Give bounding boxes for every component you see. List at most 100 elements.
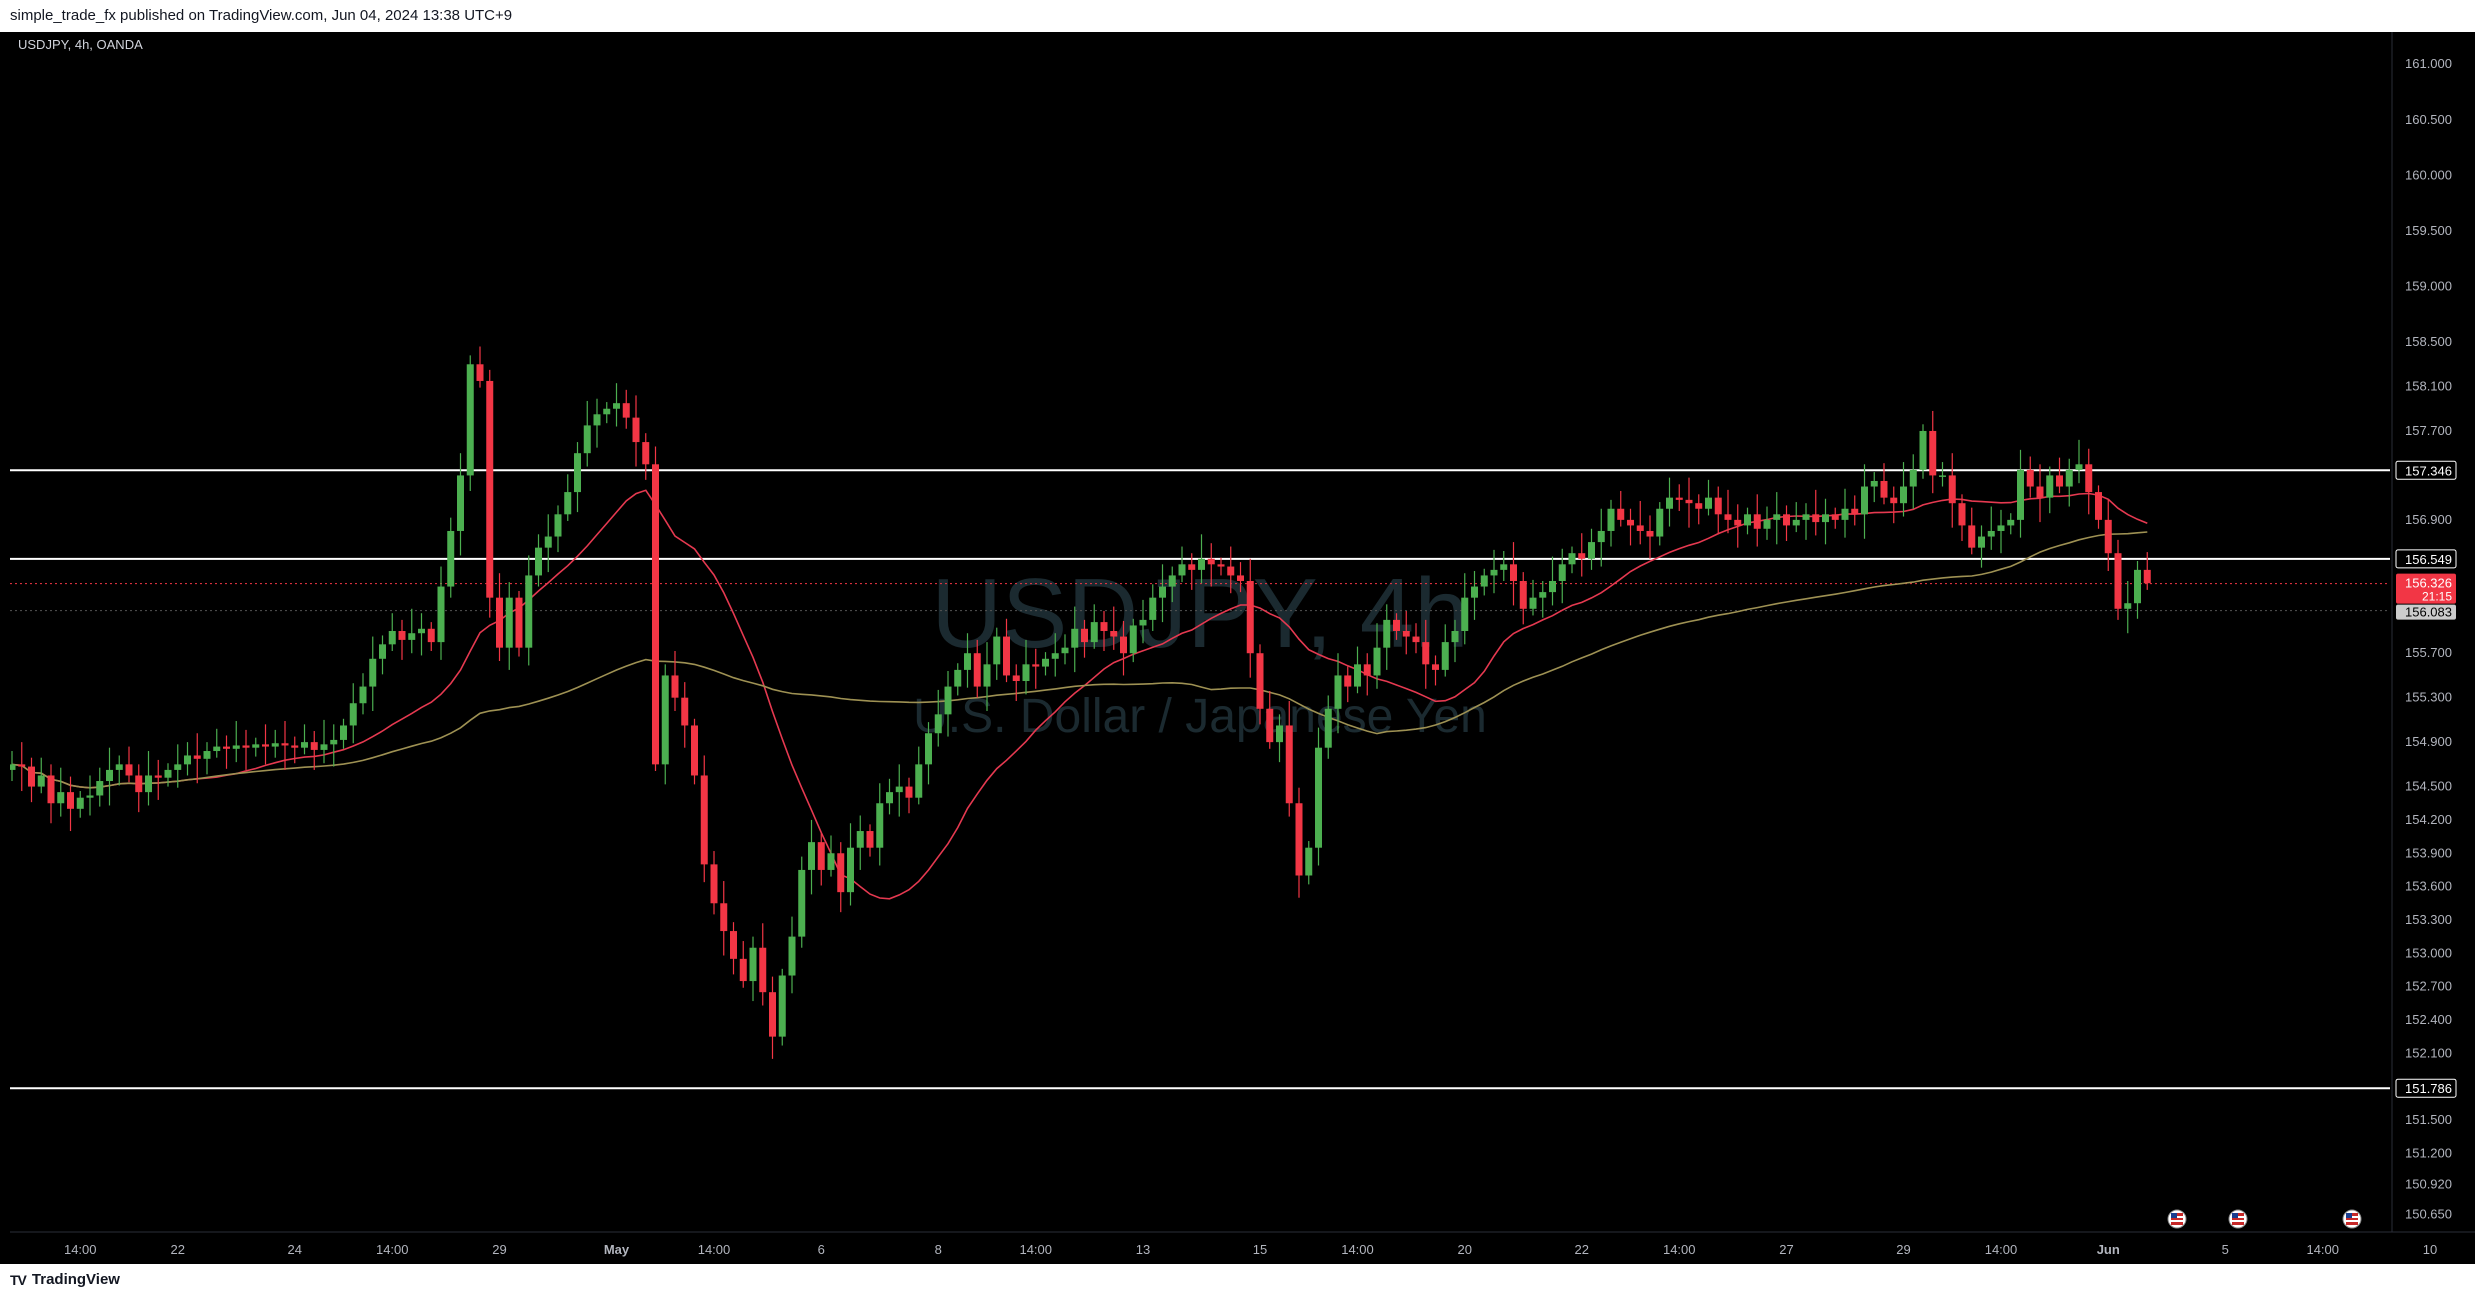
- candle[interactable]: [1841, 488, 1849, 538]
- tradingview-brand[interactable]: TV TradingView: [10, 1271, 120, 1288]
- candle[interactable]: [1558, 548, 1566, 604]
- candle[interactable]: [817, 833, 825, 886]
- candle[interactable]: [749, 936, 757, 1002]
- candle[interactable]: [8, 751, 16, 782]
- candle[interactable]: [1217, 557, 1225, 576]
- candle[interactable]: [340, 718, 347, 749]
- candle[interactable]: [593, 398, 601, 448]
- candle[interactable]: [1568, 546, 1576, 574]
- candle[interactable]: [2124, 580, 2132, 634]
- candle[interactable]: [525, 555, 533, 666]
- candle[interactable]: [154, 759, 162, 800]
- candle[interactable]: [115, 755, 123, 786]
- candle[interactable]: [28, 757, 35, 803]
- candle[interactable]: [798, 856, 806, 948]
- candle[interactable]: [1383, 604, 1391, 670]
- candle[interactable]: [232, 721, 240, 763]
- candle[interactable]: [1373, 623, 1381, 689]
- candle[interactable]: [1188, 553, 1196, 590]
- candle[interactable]: [1285, 701, 1293, 817]
- candle[interactable]: [661, 664, 669, 785]
- candle[interactable]: [905, 777, 913, 814]
- us-flag-event-icon[interactable]: [2228, 1209, 2248, 1229]
- candle[interactable]: [1500, 550, 1508, 581]
- candle[interactable]: [164, 763, 172, 787]
- candle[interactable]: [1802, 503, 1810, 540]
- candle[interactable]: [1880, 463, 1888, 505]
- candle[interactable]: [983, 642, 991, 712]
- candle[interactable]: [1539, 580, 1547, 618]
- candle[interactable]: [730, 922, 737, 975]
- candle[interactable]: [359, 673, 367, 715]
- candle[interactable]: [866, 824, 874, 857]
- candle[interactable]: [437, 566, 445, 660]
- candle[interactable]: [1929, 410, 1937, 494]
- candle[interactable]: [18, 742, 26, 792]
- candle[interactable]: [808, 819, 815, 895]
- candle[interactable]: [125, 746, 133, 783]
- candle[interactable]: [856, 815, 864, 870]
- candle[interactable]: [1324, 695, 1332, 759]
- candle[interactable]: [1519, 572, 1527, 625]
- us-flag-event-icon[interactable]: [2167, 1209, 2187, 1229]
- candle[interactable]: [544, 514, 552, 573]
- candle[interactable]: [515, 590, 523, 657]
- chart-area[interactable]: USDJPY, 4h U.S. Dollar / Japanese Yen 16…: [8, 32, 2475, 1264]
- candle[interactable]: [1315, 727, 1322, 866]
- candle[interactable]: [993, 627, 1001, 680]
- candle[interactable]: [496, 573, 503, 662]
- candle[interactable]: [1129, 618, 1137, 663]
- candle[interactable]: [1753, 494, 1761, 547]
- candle[interactable]: [1168, 566, 1176, 603]
- candle[interactable]: [827, 835, 835, 877]
- candle[interactable]: [1227, 546, 1235, 594]
- candle[interactable]: [1110, 606, 1118, 650]
- candle[interactable]: [700, 755, 708, 883]
- candle[interactable]: [1139, 599, 1147, 644]
- candle[interactable]: [1948, 453, 1956, 528]
- candle[interactable]: [1071, 606, 1079, 673]
- candle[interactable]: [1588, 528, 1595, 570]
- candle[interactable]: [895, 764, 903, 817]
- candle[interactable]: [788, 916, 796, 994]
- candle[interactable]: [1978, 525, 1985, 568]
- candle[interactable]: [213, 728, 221, 758]
- candle[interactable]: [954, 663, 962, 696]
- candle[interactable]: [369, 636, 377, 712]
- candle[interactable]: [2046, 466, 2054, 514]
- moving-average-slow-line[interactable]: [11, 531, 2148, 789]
- candle[interactable]: [1861, 464, 1868, 539]
- candle[interactable]: [1666, 477, 1673, 527]
- candle[interactable]: [223, 735, 230, 769]
- candle[interactable]: [1675, 484, 1683, 511]
- candle[interactable]: [1480, 568, 1488, 596]
- candle[interactable]: [1958, 494, 1966, 541]
- candle[interactable]: [1022, 639, 1030, 695]
- candle[interactable]: [1617, 490, 1625, 527]
- candle[interactable]: [691, 718, 698, 785]
- candle[interactable]: [1529, 579, 1537, 616]
- candle[interactable]: [1636, 500, 1644, 545]
- candle[interactable]: [1744, 507, 1751, 535]
- candle[interactable]: [76, 791, 84, 818]
- candle[interactable]: [944, 671, 952, 737]
- candle[interactable]: [1783, 505, 1790, 541]
- candle[interactable]: [2017, 449, 2024, 538]
- candle[interactable]: [1042, 652, 1049, 676]
- candle[interactable]: [2056, 457, 2063, 494]
- candle[interactable]: [1198, 534, 1205, 584]
- candle[interactable]: [1246, 558, 1254, 678]
- candle[interactable]: [1159, 564, 1166, 623]
- candle[interactable]: [632, 395, 640, 467]
- candle[interactable]: [2085, 448, 2093, 515]
- candle[interactable]: [1149, 584, 1157, 631]
- candle[interactable]: [301, 724, 308, 755]
- candle[interactable]: [1061, 634, 1069, 665]
- candle[interactable]: [408, 608, 416, 654]
- candle[interactable]: [96, 767, 104, 807]
- candle[interactable]: [320, 719, 328, 764]
- candle[interactable]: [447, 517, 455, 598]
- candle[interactable]: [1100, 610, 1108, 652]
- candle[interactable]: [203, 742, 211, 775]
- candle[interactable]: [710, 851, 718, 915]
